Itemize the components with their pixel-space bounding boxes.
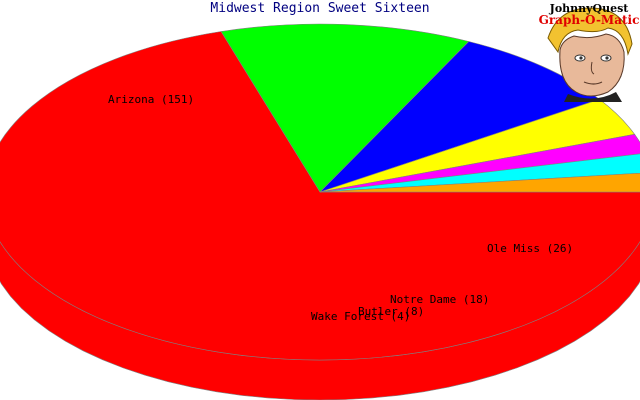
chart-title: Midwest Region Sweet Sixteen [210, 1, 430, 16]
cartoon-face-icon [547, 7, 633, 102]
logo-line-2: Graph-O-Matic [538, 13, 640, 27]
pie-slice-orange-team [319, 172, 640, 193]
slice-label-butler: Butler (8) [358, 305, 424, 318]
pie-slice-wake-forest [319, 133, 640, 193]
pie-slice-ole-miss [220, 23, 470, 193]
logo: JohnnyQuest Graph-O-Matic [538, 0, 640, 102]
slice-label-notre-dame: Notre Dame (18) [390, 293, 489, 306]
pie-slice-cyan-team [319, 153, 640, 193]
logo-line-1: JohnnyQuest [549, 2, 629, 15]
pie-slice-arizona [0, 31, 640, 361]
slice-label-arizona: Arizona (151) [108, 93, 194, 106]
slice-label-ole-miss: Ole Miss (26) [487, 242, 573, 255]
slice-label-wake-forest: Wake Forest (4) [311, 310, 410, 323]
